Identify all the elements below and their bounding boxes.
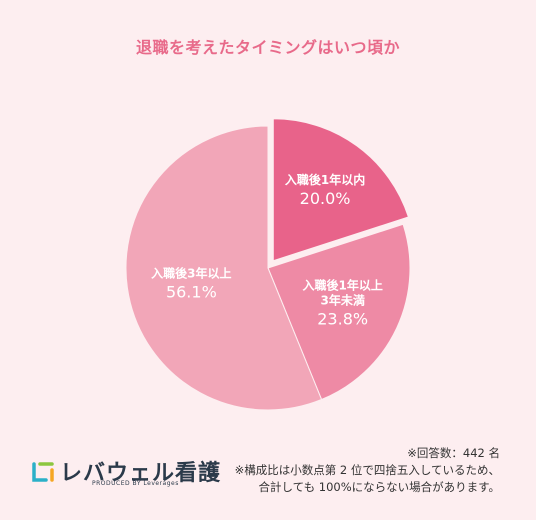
slice-label-3-line-1: 入職後3年以上 — [151, 266, 231, 281]
logo-mark-icon — [32, 460, 54, 482]
slice-value-1: 20.0% — [300, 189, 351, 208]
slice-label-1-line-1: 入職後1年以内 — [285, 172, 365, 187]
footnotes: ※回答数：442 名 ※構成比は小数点第 2 位で四捨五入しているため、 合計し… — [235, 445, 500, 496]
slice-label-2-line-1: 入職後1年以上 — [302, 278, 382, 293]
rounding-note-line2: 合計しても 100%にならない場合があります。 — [258, 480, 500, 494]
rounding-note-line1: ※構成比は小数点第 2 位で四捨五入しているため、 — [234, 463, 500, 477]
pie-slice-3 — [125, 125, 323, 411]
brand-logo: レバウェル看護 PRODUCED BY Leverages — [32, 455, 221, 487]
slice-label-group-1: 入職後1年以内 20.0% — [285, 172, 365, 208]
logo-subtitle: PRODUCED BY Leverages — [92, 480, 179, 487]
logo-name: レバウェル看護 — [60, 461, 222, 486]
slice-value-3: 56.1% — [166, 283, 217, 302]
slice-value-2: 23.8% — [317, 310, 368, 329]
pie-slice-1 — [272, 118, 410, 262]
slice-label-group-3: 入職後3年以上 56.1% — [151, 266, 231, 302]
pie-slice-2 — [267, 223, 411, 401]
slice-label-2-line-2: 3年未満 — [320, 293, 364, 308]
chart-title: 退職を考えたタイミングはいつ頃か — [135, 38, 400, 57]
responses-note: ※回答数：442 名 — [407, 446, 500, 460]
